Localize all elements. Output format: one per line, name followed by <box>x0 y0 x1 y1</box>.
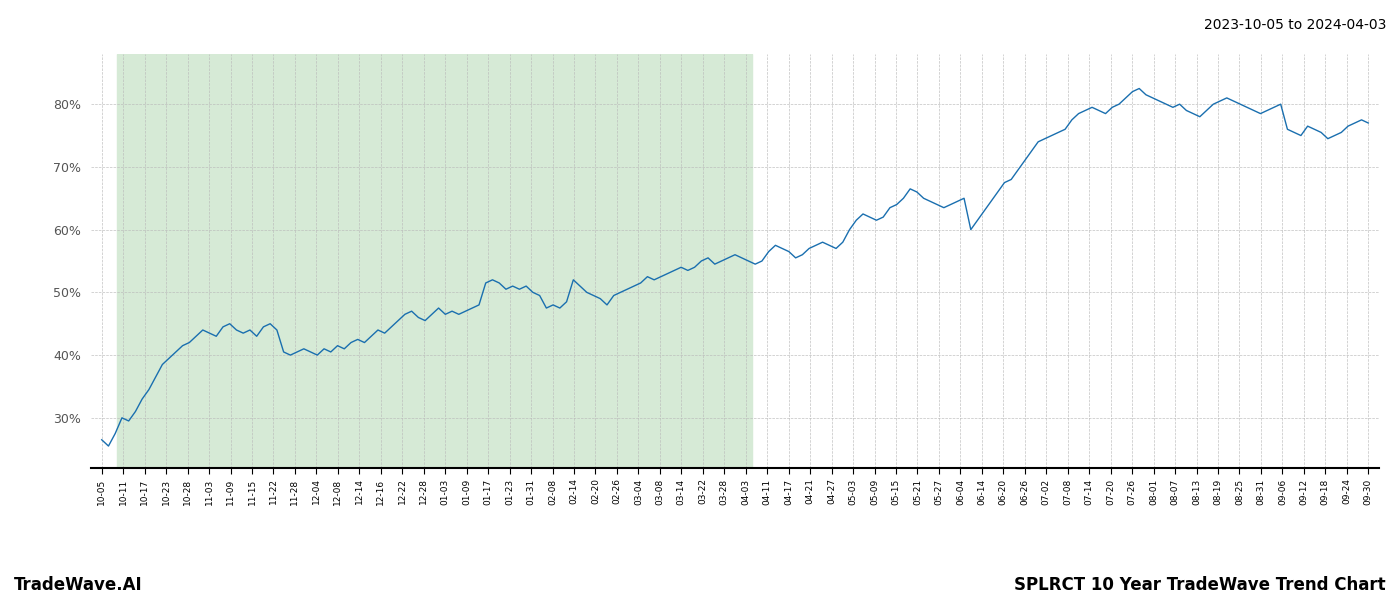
Text: SPLRCT 10 Year TradeWave Trend Chart: SPLRCT 10 Year TradeWave Trend Chart <box>1015 576 1386 594</box>
Text: 2023-10-05 to 2024-04-03: 2023-10-05 to 2024-04-03 <box>1204 18 1386 32</box>
Bar <box>116 54 752 468</box>
Text: TradeWave.AI: TradeWave.AI <box>14 576 143 594</box>
